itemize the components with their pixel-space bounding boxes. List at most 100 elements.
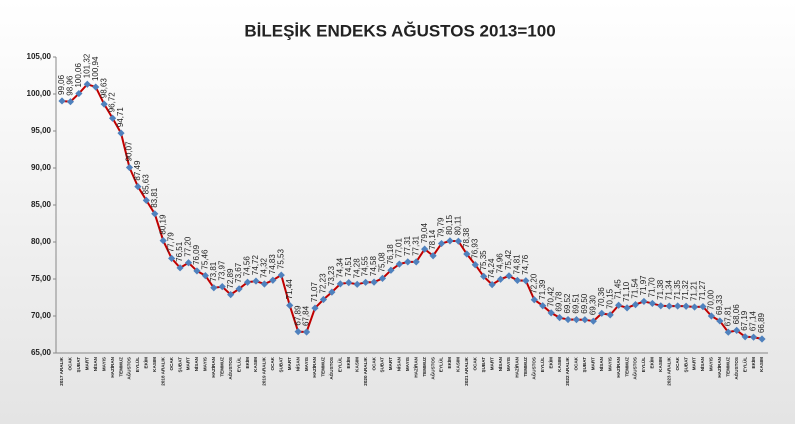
y-tick-label: 90,00 [31,163,52,172]
marker [159,236,167,245]
data-label: 71,34 [664,280,673,301]
x-tick-label: TEMMUZ [422,357,427,377]
x-tick-label: EKİM [244,357,250,369]
marker [615,301,623,309]
marker [547,309,555,317]
marker [505,272,513,280]
data-label: 77,79 [167,232,176,253]
x-tick-label: KASIM [152,357,157,372]
marker [454,237,462,245]
data-label: 98,63 [99,78,108,99]
data-label: 90,07 [125,141,134,162]
y-tick-label: 80,00 [31,237,52,246]
marker [184,259,193,267]
x-tick-label: EYLÜL [134,357,140,372]
x-tick-label: OCAK [574,356,579,370]
x-tick-label: ŞUBAT [380,357,385,373]
marker [294,328,302,336]
data-label: 100,94 [91,56,100,81]
x-tick-label: HAZİRAN [210,356,216,377]
x-tick-label: TEMMUZ [725,357,730,377]
marker [260,280,269,288]
marker [117,129,125,137]
data-label: 94,71 [116,107,125,128]
data-label: 76,09 [192,244,201,265]
data-label: 79,79 [437,217,446,238]
marker [488,281,496,289]
x-tick-label: MAYIS [101,357,106,371]
data-label: 71,70 [647,277,656,298]
x-tick-label: ŞUBAT [177,357,182,373]
data-label: 74,34 [335,257,344,278]
marker [311,304,319,312]
marker [665,302,673,310]
marker [235,285,243,293]
marker [631,301,640,309]
data-label: 74,81 [513,254,522,275]
marker [286,301,294,309]
data-label: 74,76 [521,254,530,275]
x-tick-label: HAZİRAN [514,356,520,377]
data-label: 70,00 [707,289,716,310]
marker [530,296,538,304]
x-tick-label: 2018 ARALIK [160,356,165,385]
x-tick-label: MAYIS [506,357,511,371]
data-label: 78,14 [428,229,437,250]
marker [227,291,235,299]
marker [109,114,117,122]
data-label: 79,04 [420,223,429,244]
marker [370,278,378,286]
marker [733,326,741,334]
x-tick-label: HAZİRAN [412,356,418,377]
data-label: 67,89 [293,305,302,326]
data-label: 100,06 [74,63,83,88]
marker [480,272,488,281]
data-label: 96,72 [108,92,117,113]
data-label: 77,31 [403,235,412,256]
x-tick-label: 2023 ARALIK [666,356,671,385]
x-tick-label: KASIM [557,357,562,372]
x-tick-label: KASIM [759,357,764,372]
marker [142,196,150,204]
x-tick-label: MART [85,357,90,370]
x-tick-label: KASIM [253,357,258,372]
x-tick-label: AĞUSTOS [631,357,638,380]
x-tick-label: TEMMUZ [219,357,224,377]
x-tick-label: ŞUBAT [582,357,587,373]
x-tick-label: NİSAN [699,356,705,371]
marker [699,303,707,311]
data-label: 74,32 [260,257,269,278]
data-label: 80,19 [158,214,167,235]
marker [581,316,589,324]
data-label: 74,51 [344,256,353,277]
x-tick-label: 2019 ARALIK [262,356,267,385]
chart-title: BİLEŞİK ENDEKS AĞUSTOS 2013=100 [244,21,555,40]
marker [92,83,100,91]
data-label: 75,46 [200,249,209,270]
data-label: 70,36 [597,287,606,308]
data-label: 76,93 [470,238,479,259]
data-label: 76,18 [386,244,395,265]
data-label: 74,96 [496,253,505,274]
marker [437,239,446,248]
x-tick-label: KASIM [658,357,663,372]
marker [353,280,361,288]
marker [404,258,412,266]
data-label: 75,42 [504,249,513,270]
marker [378,274,387,283]
data-label: 71,44 [285,279,294,300]
marker [707,312,715,320]
data-label: 69,50 [580,293,589,314]
x-tick-label: AĞUSTOS [125,357,132,380]
data-label: 71,10 [622,281,631,302]
x-tick-label: MAYIS [203,357,208,371]
marker [513,276,522,285]
marker [362,278,370,286]
x-tick-label: EKİM [143,357,149,369]
x-tick-label: EYLÜL [235,357,241,372]
x-tick-label: HAZİRAN [615,356,621,377]
marker [589,317,597,325]
x-tick-label: NİSAN [396,356,402,371]
marker [690,303,699,311]
data-label: 71,35 [673,279,682,300]
